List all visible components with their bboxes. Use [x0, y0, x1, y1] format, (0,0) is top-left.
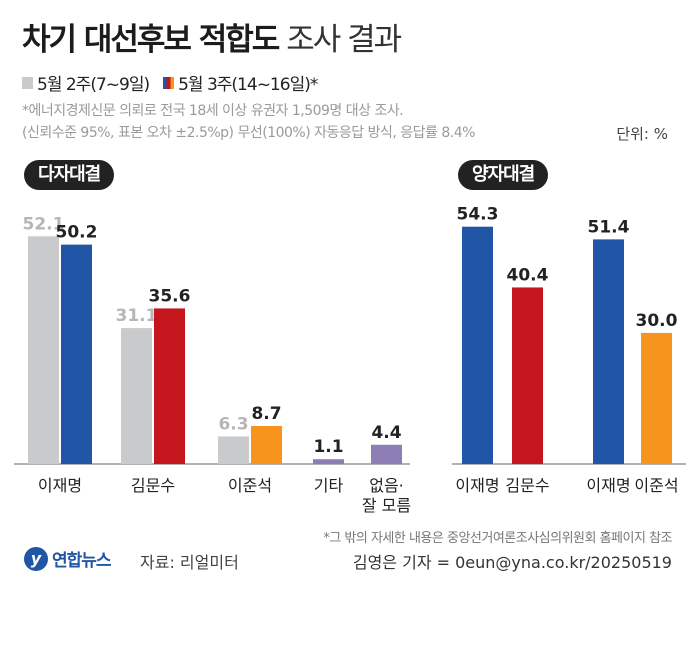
value-label-prev: 52.1: [23, 214, 65, 234]
section-pill-two-way: 양자대결: [458, 160, 549, 190]
logo-mark-icon: y: [24, 546, 48, 571]
category-label: 이준석: [634, 476, 678, 495]
bar-two-way: [593, 239, 624, 464]
category-label: 이준석: [228, 476, 272, 495]
category-label: 이재명: [586, 476, 630, 495]
category-label: 잘 모름: [362, 496, 411, 515]
bar-two-way: [641, 332, 672, 464]
legend-swatch-multicolor: [163, 76, 175, 89]
value-label-current: 4.4: [371, 423, 401, 443]
footnote: *그 밖의 자세한 내용은 중앙선거여론조사심의위원회 홈페이지 참조: [323, 531, 672, 546]
category-label: 이재명: [38, 476, 82, 495]
unit-label: 단위: %: [616, 125, 668, 143]
survey-note-line1: *에너지경제신문 의뢰로 전국 18세 이상 유권자 1,509명 대상 조사.: [22, 103, 404, 119]
category-label: 이재명: [455, 476, 499, 495]
yonhap-logo: y 연합뉴스: [24, 546, 112, 571]
value-label-two-way: 51.4: [588, 217, 630, 237]
category-label: 없음·: [369, 476, 404, 495]
legend: 5월 2주(7~9일) 5월 3주(14~16일)*: [22, 70, 331, 95]
bar-current-week: [313, 459, 344, 464]
legend-item-prev: 5월 2주(7~9일): [22, 70, 150, 95]
bar-current-week: [251, 425, 282, 464]
bar-two-way: [512, 287, 543, 464]
bar-prev-week: [28, 236, 59, 464]
bar-two-way: [462, 226, 493, 464]
survey-note-line2: (신뢰수준 95%, 표본 오차 ±2.5%p) 무선(100%) 자동응답 방…: [22, 125, 475, 141]
section-pill-multi: 다자대결: [24, 160, 115, 190]
value-label-current: 35.6: [149, 286, 191, 306]
value-label-current: 50.2: [56, 223, 98, 243]
logo-name: 연합뉴스: [52, 551, 112, 571]
category-label: 김문수: [505, 476, 549, 495]
bar-current-week: [371, 444, 402, 464]
byline: 김영은 기자 = 0eun@yna.co.kr/20250519: [352, 553, 672, 572]
category-label: 김문수: [131, 476, 175, 495]
chart-title: 차기 대선후보 적합도 조사 결과: [22, 22, 402, 58]
chart-subtitle: 조사 결과: [286, 22, 402, 58]
category-label: 기타: [314, 476, 344, 495]
bar-current-week: [154, 308, 185, 464]
bar-current-week: [61, 244, 92, 464]
value-label-current: 8.7: [251, 404, 281, 424]
value-label-current: 1.1: [313, 437, 343, 457]
value-label-two-way: 54.3: [457, 205, 499, 225]
value-label-prev: 6.3: [218, 414, 248, 434]
legend-swatch-grey: [22, 76, 33, 89]
source: 자료: 리얼미터: [140, 553, 239, 572]
value-label-prev: 31.1: [116, 306, 158, 326]
legend-item-current: 5월 3주(14~16일)*: [163, 70, 318, 95]
bar-prev-week: [121, 328, 152, 464]
bar-prev-week: [218, 436, 249, 464]
bar-chart: 52.150.2 이재명 31.135.6 김문수 6.38.7 이준석 1.1 기타 4.4 없…: [14, 205, 686, 515]
value-label-two-way: 30.0: [636, 311, 678, 331]
value-label-two-way: 40.4: [507, 265, 549, 285]
